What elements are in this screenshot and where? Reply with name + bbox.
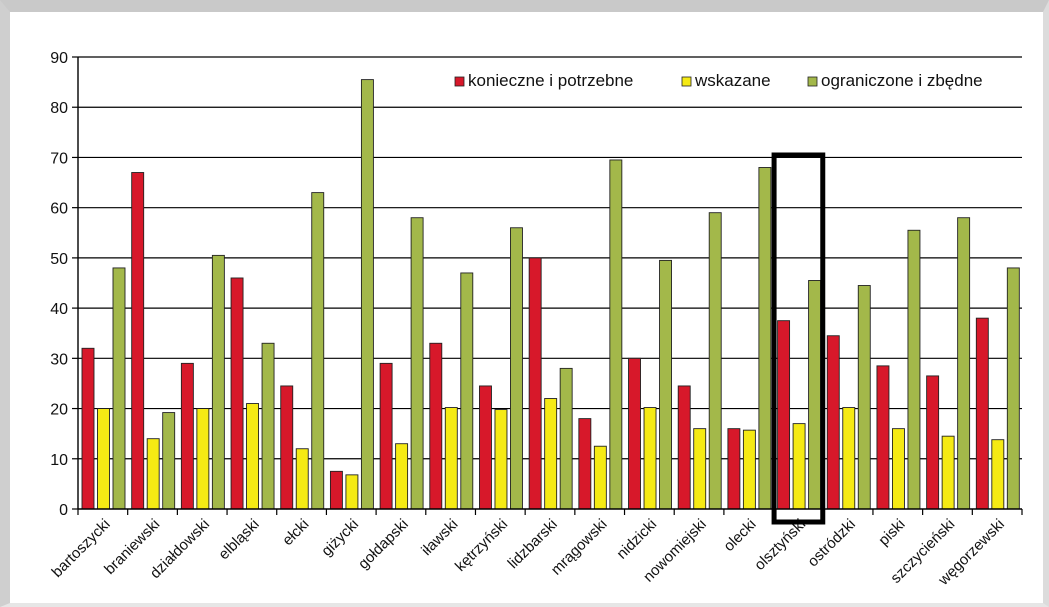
bar-konieczne bbox=[926, 375, 940, 510]
bar-konieczne bbox=[379, 362, 393, 510]
legend-swatch bbox=[454, 76, 465, 87]
bar-konieczne bbox=[975, 317, 989, 510]
bar-wskazane bbox=[544, 398, 558, 510]
y-tick-label: 40 bbox=[50, 301, 68, 318]
y-tick-label: 50 bbox=[50, 251, 68, 268]
bar-konieczne bbox=[329, 470, 343, 510]
bar-wskazane bbox=[345, 474, 359, 510]
bar-konieczne bbox=[826, 335, 840, 510]
x-tick-label: gołdapski bbox=[355, 516, 412, 573]
bar-ograniczone bbox=[162, 412, 176, 510]
bar-ograniczone bbox=[360, 79, 374, 510]
bar-konieczne bbox=[727, 428, 741, 510]
bar-wskazane bbox=[246, 403, 260, 510]
bar-ograniczone bbox=[261, 342, 275, 510]
bar-konieczne bbox=[280, 385, 294, 510]
bar-wskazane bbox=[941, 435, 955, 510]
x-tick-label: elbląski bbox=[215, 516, 262, 563]
legend-label: ograniczone i zbędne bbox=[821, 71, 983, 90]
bar-konieczne bbox=[677, 385, 691, 510]
y-tick-label: 70 bbox=[50, 150, 68, 167]
bar-wskazane bbox=[444, 407, 458, 510]
bar-ograniczone bbox=[460, 272, 474, 510]
x-tick-label: olecki bbox=[720, 516, 759, 555]
x-tick-label: ełcki bbox=[279, 516, 312, 549]
x-tick-label: olsztyński bbox=[751, 516, 809, 574]
legend: konieczne i potrzebne wskazane ograniczone… bbox=[454, 71, 983, 90]
y-tick-label: 80 bbox=[50, 100, 68, 117]
bar-konieczne bbox=[578, 418, 592, 510]
bar-wskazane bbox=[643, 407, 657, 510]
bar-konieczne bbox=[429, 342, 443, 510]
bar-konieczne bbox=[777, 320, 791, 510]
x-tick-label: bartoszycki bbox=[49, 516, 114, 581]
bar-ograniczone bbox=[1006, 267, 1020, 510]
bar-wskazane bbox=[295, 448, 309, 510]
bar-wskazane bbox=[494, 409, 508, 510]
bar-konieczne bbox=[230, 277, 244, 510]
bar-wskazane bbox=[97, 408, 110, 510]
bar-konieczne bbox=[180, 362, 194, 510]
y-tick-label: 90 bbox=[50, 50, 68, 67]
bar-konieczne bbox=[479, 385, 492, 510]
bar-wskazane bbox=[991, 439, 1005, 510]
x-tick-label: piski bbox=[875, 516, 908, 549]
bar-wskazane bbox=[891, 428, 905, 510]
bar-konieczne bbox=[131, 172, 145, 510]
x-tick-label: kętrzyński bbox=[452, 516, 511, 575]
bar-wskazane bbox=[693, 428, 707, 510]
y-axis-ticks: 0 10 20 30 40 50 60 70 80 90 bbox=[50, 50, 78, 519]
y-tick-label: 0 bbox=[59, 502, 68, 519]
bar-ograniczone bbox=[559, 367, 573, 510]
bar-ograniczone bbox=[510, 227, 523, 510]
bar-wskazane bbox=[742, 429, 756, 510]
highlight-box bbox=[771, 152, 826, 525]
bar-konieczne bbox=[81, 347, 95, 510]
y-tick-label: 10 bbox=[50, 452, 68, 469]
bar-ograniczone bbox=[957, 217, 971, 510]
y-tick-label: 20 bbox=[50, 402, 68, 419]
bar-ograniczone bbox=[211, 254, 225, 510]
bar-ograniczone bbox=[311, 192, 325, 510]
bar-wskazane bbox=[146, 438, 160, 510]
bar-wskazane bbox=[842, 407, 856, 510]
legend-label: wskazane bbox=[694, 71, 771, 90]
y-tick-label: 30 bbox=[50, 351, 68, 368]
bar-wskazane bbox=[395, 443, 409, 510]
bar-ograniczone bbox=[112, 267, 126, 510]
legend-swatch bbox=[807, 76, 818, 87]
bar-konieczne bbox=[628, 357, 641, 510]
bar-konieczne bbox=[876, 365, 890, 510]
bar-ograniczone bbox=[708, 212, 722, 510]
bar-wskazane bbox=[196, 408, 210, 510]
bar-ograniczone bbox=[410, 217, 424, 510]
bar-ograniczone bbox=[808, 280, 822, 510]
legend-label: konieczne i potrzebne bbox=[468, 71, 633, 90]
y-tick-label: 60 bbox=[50, 201, 68, 218]
axes bbox=[77, 57, 1023, 515]
bar-ograniczone bbox=[659, 259, 672, 510]
x-tick-label: nidzicki bbox=[613, 516, 660, 563]
bar-konieczne bbox=[528, 257, 542, 510]
bars bbox=[81, 79, 1020, 510]
x-tick-label: iławski bbox=[418, 516, 461, 559]
bar-ograniczone bbox=[857, 285, 871, 510]
highlight-rectangle bbox=[771, 152, 826, 525]
legend-swatch bbox=[681, 76, 692, 87]
bar-ograniczone bbox=[907, 229, 921, 510]
bar-wskazane bbox=[593, 445, 607, 510]
x-tick-label: giżycki bbox=[318, 516, 362, 560]
bar-ograniczone bbox=[609, 159, 623, 510]
bar-wskazane bbox=[792, 423, 806, 510]
bar-ograniczone bbox=[758, 167, 772, 510]
